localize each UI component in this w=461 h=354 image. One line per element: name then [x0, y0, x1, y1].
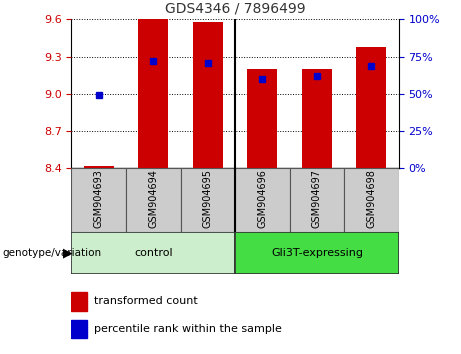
Bar: [126, 168, 181, 232]
Bar: [71, 168, 126, 232]
Bar: [290, 168, 344, 232]
Text: GSM904698: GSM904698: [366, 169, 377, 228]
Bar: [138, 19, 168, 168]
Bar: [235, 232, 399, 274]
Text: GSM904696: GSM904696: [257, 169, 267, 228]
Bar: [181, 168, 235, 232]
Title: GDS4346 / 7896499: GDS4346 / 7896499: [165, 1, 306, 16]
Bar: [84, 166, 114, 168]
Text: ▶: ▶: [64, 247, 73, 259]
Bar: [356, 47, 386, 168]
Text: Gli3T-expressing: Gli3T-expressing: [271, 248, 363, 258]
Text: GSM904694: GSM904694: [148, 169, 158, 228]
Text: percentile rank within the sample: percentile rank within the sample: [94, 324, 282, 334]
Text: GSM904697: GSM904697: [312, 169, 322, 228]
Text: genotype/variation: genotype/variation: [2, 248, 101, 258]
Bar: [235, 168, 290, 232]
Text: GSM904695: GSM904695: [203, 169, 213, 228]
Bar: [344, 168, 399, 232]
Bar: [71, 232, 235, 274]
Bar: [71, 320, 87, 338]
Bar: [71, 292, 87, 310]
Bar: [302, 69, 332, 168]
Text: control: control: [134, 248, 172, 258]
Bar: [248, 69, 278, 168]
Text: transformed count: transformed count: [94, 296, 197, 307]
Text: GSM904693: GSM904693: [94, 169, 104, 228]
Bar: [193, 22, 223, 168]
